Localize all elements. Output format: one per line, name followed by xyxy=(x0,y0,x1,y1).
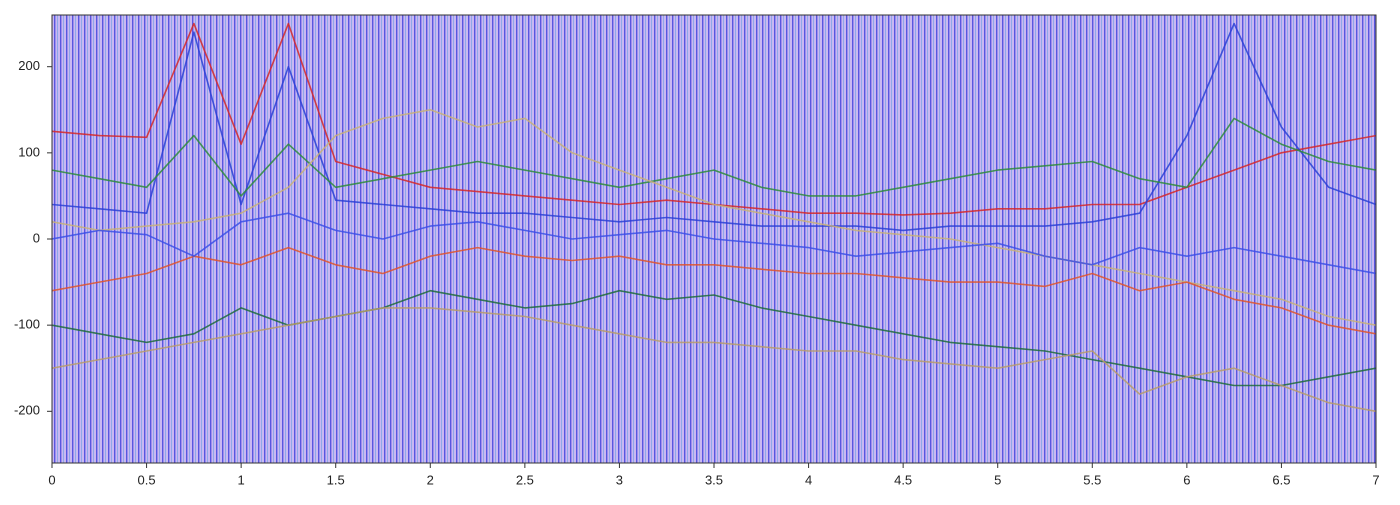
y-tick-label: 100 xyxy=(18,144,40,159)
y-tick-label: -100 xyxy=(14,317,40,332)
x-tick-label: 6.5 xyxy=(1272,472,1290,487)
x-tick-label: 3 xyxy=(616,472,623,487)
x-tick-label: 2 xyxy=(427,472,434,487)
x-tick-label: 1 xyxy=(238,472,245,487)
line-series xyxy=(52,307,1376,413)
line-series xyxy=(52,22,1376,232)
x-tick-label: 3.5 xyxy=(705,472,723,487)
y-tick-label: 200 xyxy=(18,58,40,73)
traces xyxy=(52,22,1376,413)
y-tick-label: 0 xyxy=(33,230,40,245)
x-tick-label: 5 xyxy=(994,472,1001,487)
y-tick-label: -200 xyxy=(14,403,40,418)
x-tick-label: 0.5 xyxy=(138,472,156,487)
x-tick-label: 0 xyxy=(48,472,55,487)
line-series xyxy=(52,289,1376,387)
x-tick-label: 1.5 xyxy=(327,472,345,487)
x-tick-label: 6 xyxy=(1183,472,1190,487)
line-series xyxy=(52,117,1376,197)
x-tick-label: 5.5 xyxy=(1083,472,1101,487)
x-tick-label: 4 xyxy=(805,472,812,487)
x-tick-label: 7 xyxy=(1372,472,1379,487)
x-tick-label: 2.5 xyxy=(516,472,534,487)
x-tick-label: 4.5 xyxy=(894,472,912,487)
line-series xyxy=(52,246,1376,335)
line-series xyxy=(52,109,1376,326)
line-series xyxy=(52,212,1376,275)
